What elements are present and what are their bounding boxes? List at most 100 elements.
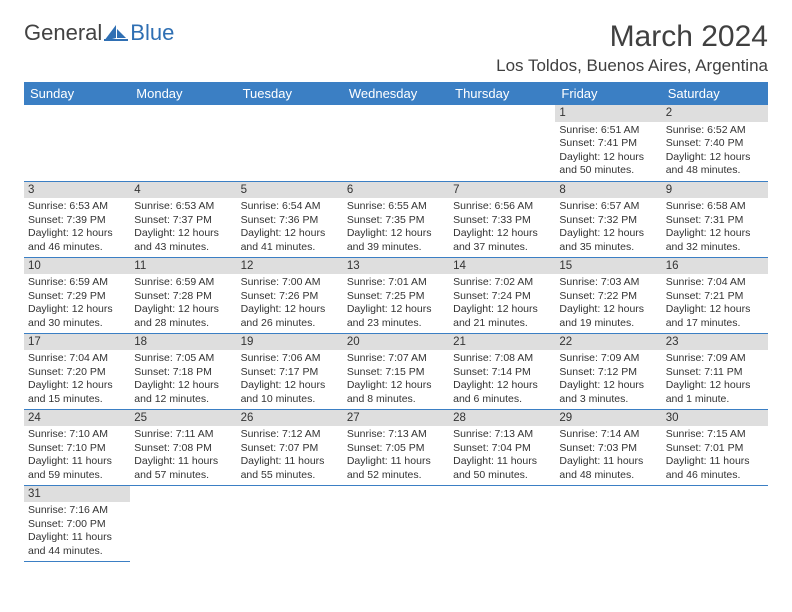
- calendar-cell: [449, 485, 555, 561]
- day-number: 17: [24, 334, 130, 351]
- sunrise-text: Sunrise: 7:11 AM: [134, 428, 232, 441]
- sunrise-text: Sunrise: 7:08 AM: [453, 352, 551, 365]
- sunset-text: Sunset: 7:00 PM: [28, 518, 126, 531]
- day-number: 4: [130, 182, 236, 199]
- day-details: Sunrise: 6:54 AMSunset: 7:36 PMDaylight:…: [237, 200, 343, 254]
- day-number: 10: [24, 258, 130, 275]
- sunrise-text: Sunrise: 7:09 AM: [559, 352, 657, 365]
- day-header: Saturday: [662, 82, 768, 105]
- day-number: 27: [343, 410, 449, 427]
- daylight-text: Daylight: 12 hours: [134, 379, 232, 392]
- day-details: Sunrise: 7:14 AMSunset: 7:03 PMDaylight:…: [555, 428, 661, 482]
- daylight-text: Daylight: 12 hours: [666, 379, 764, 392]
- day-details: Sunrise: 6:52 AMSunset: 7:40 PMDaylight:…: [662, 124, 768, 178]
- day-details: Sunrise: 6:59 AMSunset: 7:29 PMDaylight:…: [24, 276, 130, 330]
- daylight-text: Daylight: 12 hours: [241, 227, 339, 240]
- day-number: 21: [449, 334, 555, 351]
- day-number: 15: [555, 258, 661, 275]
- calendar-cell: 16Sunrise: 7:04 AMSunset: 7:21 PMDayligh…: [662, 257, 768, 333]
- daylight-text: Daylight: 12 hours: [347, 379, 445, 392]
- calendar-week-row: 1Sunrise: 6:51 AMSunset: 7:41 PMDaylight…: [24, 105, 768, 181]
- calendar-cell: 6Sunrise: 6:55 AMSunset: 7:35 PMDaylight…: [343, 181, 449, 257]
- daylight-text: Daylight: 12 hours: [559, 379, 657, 392]
- day-details: Sunrise: 7:04 AMSunset: 7:21 PMDaylight:…: [662, 276, 768, 330]
- daylight-text: and 10 minutes.: [241, 393, 339, 406]
- sunrise-text: Sunrise: 7:07 AM: [347, 352, 445, 365]
- calendar-cell: 30Sunrise: 7:15 AMSunset: 7:01 PMDayligh…: [662, 409, 768, 485]
- location-text: Los Toldos, Buenos Aires, Argentina: [24, 56, 768, 76]
- daylight-text: and 46 minutes.: [28, 241, 126, 254]
- sunrise-text: Sunrise: 7:15 AM: [666, 428, 764, 441]
- calendar-week-row: 17Sunrise: 7:04 AMSunset: 7:20 PMDayligh…: [24, 333, 768, 409]
- day-details: Sunrise: 7:01 AMSunset: 7:25 PMDaylight:…: [343, 276, 449, 330]
- daylight-text: and 8 minutes.: [347, 393, 445, 406]
- sunset-text: Sunset: 7:08 PM: [134, 442, 232, 455]
- daylight-text: and 39 minutes.: [347, 241, 445, 254]
- sunset-text: Sunset: 7:29 PM: [28, 290, 126, 303]
- sunset-text: Sunset: 7:15 PM: [347, 366, 445, 379]
- daylight-text: and 23 minutes.: [347, 317, 445, 330]
- logo: General Blue: [24, 20, 174, 46]
- calendar-cell: 13Sunrise: 7:01 AMSunset: 7:25 PMDayligh…: [343, 257, 449, 333]
- daylight-text: Daylight: 12 hours: [453, 227, 551, 240]
- sunrise-text: Sunrise: 7:13 AM: [347, 428, 445, 441]
- daylight-text: Daylight: 12 hours: [134, 227, 232, 240]
- calendar-cell: 14Sunrise: 7:02 AMSunset: 7:24 PMDayligh…: [449, 257, 555, 333]
- daylight-text: and 35 minutes.: [559, 241, 657, 254]
- day-details: Sunrise: 7:09 AMSunset: 7:12 PMDaylight:…: [555, 352, 661, 406]
- daylight-text: and 44 minutes.: [28, 545, 126, 558]
- day-details: Sunrise: 7:13 AMSunset: 7:05 PMDaylight:…: [343, 428, 449, 482]
- daylight-text: and 3 minutes.: [559, 393, 657, 406]
- sunrise-text: Sunrise: 7:13 AM: [453, 428, 551, 441]
- calendar-cell: 2Sunrise: 6:52 AMSunset: 7:40 PMDaylight…: [662, 105, 768, 181]
- calendar-cell: 24Sunrise: 7:10 AMSunset: 7:10 PMDayligh…: [24, 409, 130, 485]
- calendar-cell: 7Sunrise: 6:56 AMSunset: 7:33 PMDaylight…: [449, 181, 555, 257]
- daylight-text: Daylight: 12 hours: [241, 303, 339, 316]
- daylight-text: Daylight: 11 hours: [134, 455, 232, 468]
- daylight-text: Daylight: 12 hours: [666, 303, 764, 316]
- calendar-cell: 23Sunrise: 7:09 AMSunset: 7:11 PMDayligh…: [662, 333, 768, 409]
- daylight-text: and 48 minutes.: [666, 164, 764, 177]
- sunset-text: Sunset: 7:20 PM: [28, 366, 126, 379]
- daylight-text: and 37 minutes.: [453, 241, 551, 254]
- sunrise-text: Sunrise: 7:09 AM: [666, 352, 764, 365]
- day-details: Sunrise: 7:06 AMSunset: 7:17 PMDaylight:…: [237, 352, 343, 406]
- day-header: Tuesday: [237, 82, 343, 105]
- calendar-cell: 9Sunrise: 6:58 AMSunset: 7:31 PMDaylight…: [662, 181, 768, 257]
- day-header: Monday: [130, 82, 236, 105]
- daylight-text: Daylight: 12 hours: [28, 379, 126, 392]
- day-number: 29: [555, 410, 661, 427]
- day-details: Sunrise: 7:08 AMSunset: 7:14 PMDaylight:…: [449, 352, 555, 406]
- calendar-cell: 17Sunrise: 7:04 AMSunset: 7:20 PMDayligh…: [24, 333, 130, 409]
- calendar-cell: [237, 105, 343, 181]
- day-details: Sunrise: 7:15 AMSunset: 7:01 PMDaylight:…: [662, 428, 768, 482]
- daylight-text: Daylight: 11 hours: [347, 455, 445, 468]
- daylight-text: and 21 minutes.: [453, 317, 551, 330]
- calendar-cell: 28Sunrise: 7:13 AMSunset: 7:04 PMDayligh…: [449, 409, 555, 485]
- daylight-text: and 1 minute.: [666, 393, 764, 406]
- sunset-text: Sunset: 7:35 PM: [347, 214, 445, 227]
- day-details: Sunrise: 7:02 AMSunset: 7:24 PMDaylight:…: [449, 276, 555, 330]
- calendar-cell: [130, 105, 236, 181]
- sunrise-text: Sunrise: 7:02 AM: [453, 276, 551, 289]
- calendar-week-row: 10Sunrise: 6:59 AMSunset: 7:29 PMDayligh…: [24, 257, 768, 333]
- daylight-text: Daylight: 12 hours: [347, 227, 445, 240]
- sunrise-text: Sunrise: 6:53 AM: [134, 200, 232, 213]
- sunrise-text: Sunrise: 6:58 AM: [666, 200, 764, 213]
- calendar-cell: [343, 485, 449, 561]
- daylight-text: Daylight: 12 hours: [666, 151, 764, 164]
- calendar-cell: 21Sunrise: 7:08 AMSunset: 7:14 PMDayligh…: [449, 333, 555, 409]
- day-details: Sunrise: 6:59 AMSunset: 7:28 PMDaylight:…: [130, 276, 236, 330]
- day-number: 18: [130, 334, 236, 351]
- calendar-cell: 18Sunrise: 7:05 AMSunset: 7:18 PMDayligh…: [130, 333, 236, 409]
- day-details: Sunrise: 7:10 AMSunset: 7:10 PMDaylight:…: [24, 428, 130, 482]
- daylight-text: Daylight: 12 hours: [453, 379, 551, 392]
- daylight-text: and 6 minutes.: [453, 393, 551, 406]
- sunrise-text: Sunrise: 6:57 AM: [559, 200, 657, 213]
- daylight-text: Daylight: 12 hours: [134, 303, 232, 316]
- calendar-cell: 5Sunrise: 6:54 AMSunset: 7:36 PMDaylight…: [237, 181, 343, 257]
- calendar-cell: 31Sunrise: 7:16 AMSunset: 7:00 PMDayligh…: [24, 485, 130, 561]
- day-number: 11: [130, 258, 236, 275]
- sunset-text: Sunset: 7:01 PM: [666, 442, 764, 455]
- sunset-text: Sunset: 7:17 PM: [241, 366, 339, 379]
